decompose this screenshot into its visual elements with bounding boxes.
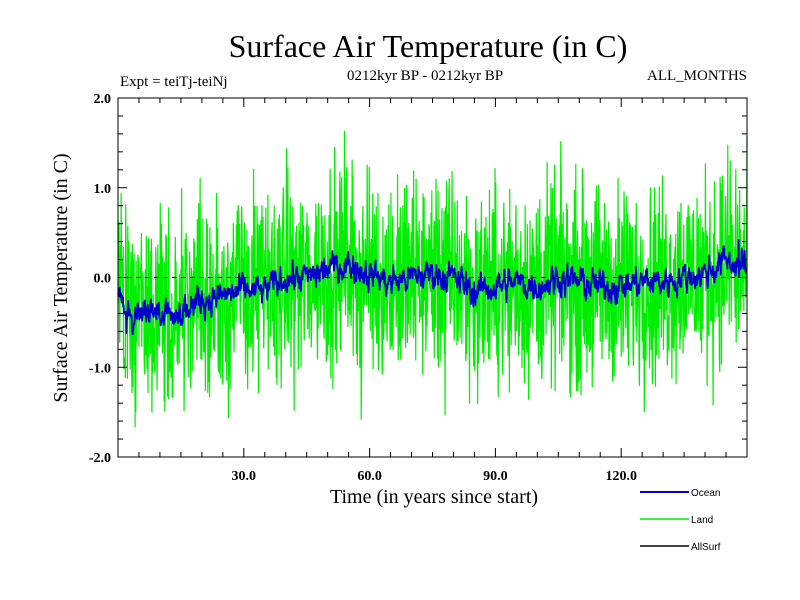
y-tick-label: -1.0 bbox=[89, 361, 111, 376]
legend-label-allsurf: AllSurf bbox=[691, 542, 721, 553]
legend-label-ocean: Ocean bbox=[691, 488, 720, 499]
x-tick-label: 60.0 bbox=[357, 469, 382, 484]
legend-label-land: Land bbox=[691, 515, 713, 526]
y-tick-label: 2.0 bbox=[94, 92, 112, 107]
legend: Ocean Land AllSurf bbox=[640, 488, 721, 553]
x-axis-title: Time (in years since start) bbox=[330, 486, 538, 508]
period-label: 0212kyr BP - 0212kyr BP bbox=[347, 68, 503, 84]
series-line-land bbox=[117, 130, 748, 428]
x-tick-labels: 30.0 60.0 90.0 120.0 bbox=[232, 469, 637, 484]
experiment-label: Expt = teiTj-teiNj bbox=[120, 74, 228, 90]
x-tick-label: 90.0 bbox=[483, 469, 508, 484]
ticks-layer bbox=[118, 98, 747, 457]
series-layer bbox=[117, 130, 748, 428]
y-tick-labels: -2.0 -1.0 0.0 1.0 2.0 bbox=[89, 92, 111, 466]
series-line-ocean bbox=[117, 238, 748, 336]
x-tick-label: 120.0 bbox=[605, 469, 637, 484]
y-axis-title: Surface Air Temperature (in C) bbox=[50, 153, 72, 402]
y-tick-label: -2.0 bbox=[89, 451, 111, 466]
months-label: ALL_MONTHS bbox=[647, 68, 747, 84]
x-tick-label: 30.0 bbox=[232, 469, 257, 484]
y-tick-label: 1.0 bbox=[94, 182, 112, 197]
chart-title: Surface Air Temperature (in C) bbox=[229, 28, 628, 64]
y-tick-label: 0.0 bbox=[94, 272, 112, 287]
